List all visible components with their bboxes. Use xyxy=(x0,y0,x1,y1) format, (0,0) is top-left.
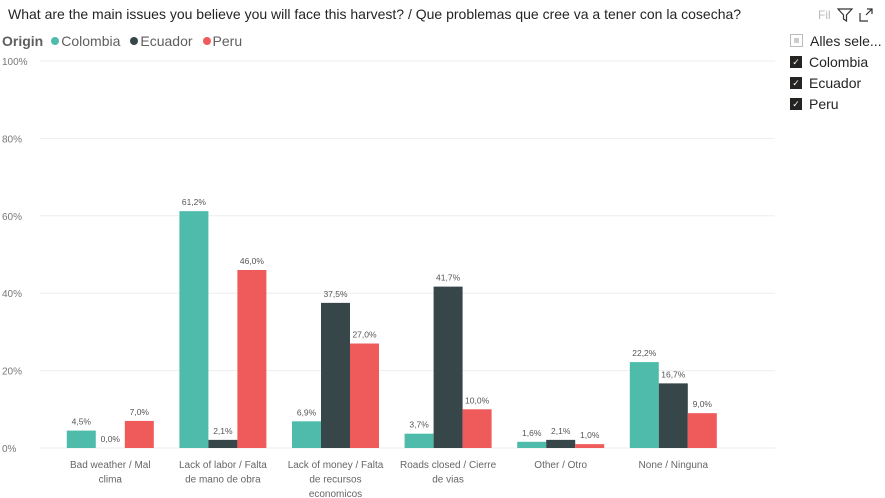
y-tick-label: 40% xyxy=(2,289,22,300)
data-label: 3,7% xyxy=(409,420,429,430)
legend: Origin Colombia Ecuador Peru xyxy=(2,33,248,49)
data-label: 4,5% xyxy=(72,417,92,427)
checkbox-checked-icon: ✓ xyxy=(790,97,802,110)
x-tick-label: clima xyxy=(99,475,123,486)
bar-peru[interactable] xyxy=(687,413,717,448)
filter-label: Fil xyxy=(818,8,831,22)
bar-colombia[interactable] xyxy=(629,362,659,448)
data-label: 7,0% xyxy=(130,407,150,417)
y-tick-label: 20% xyxy=(2,367,22,378)
legend-dot xyxy=(51,37,60,45)
data-label: 0,0% xyxy=(101,434,121,444)
bar-ecuador[interactable] xyxy=(208,439,238,448)
legend-dot xyxy=(202,37,211,45)
data-label: 22,2% xyxy=(632,348,657,358)
bar-ecuador[interactable] xyxy=(546,439,576,448)
x-tick-label: economicos xyxy=(309,489,362,498)
bar-colombia[interactable] xyxy=(179,211,209,448)
legend-item-peru[interactable]: Peru xyxy=(202,33,242,49)
bar-colombia[interactable] xyxy=(66,430,96,448)
bar-peru[interactable] xyxy=(462,409,492,448)
checkbox-checked-icon: ✓ xyxy=(790,76,802,89)
x-tick-label: Other / Otro xyxy=(534,460,587,471)
bar-ecuador[interactable] xyxy=(658,383,688,448)
legend-item-colombia[interactable]: Colombia xyxy=(51,33,120,49)
data-label: 37,5% xyxy=(323,289,348,299)
x-tick-label: Lack of money / Falta xyxy=(288,460,384,471)
data-label: 41,7% xyxy=(436,273,461,283)
data-label: 6,9% xyxy=(297,407,317,417)
y-tick-label: 100% xyxy=(2,57,28,68)
filter-icon[interactable] xyxy=(836,8,853,22)
x-tick-label: Bad weather / Mal xyxy=(70,460,151,471)
bar-ecuador[interactable] xyxy=(321,302,350,448)
country-slicer: Alles sele... ✓ Colombia ✓ Ecuador ✓ Peru xyxy=(790,30,885,114)
data-label: 2,1% xyxy=(213,426,233,436)
data-label: 46,0% xyxy=(240,256,265,266)
x-tick-label: Roads closed / Cierre xyxy=(400,460,497,471)
checkbox-checked-icon: ✓ xyxy=(790,55,802,68)
bar-peru[interactable] xyxy=(350,343,379,448)
slicer-item-select-all[interactable]: Alles sele... xyxy=(790,30,885,51)
data-label: 61,2% xyxy=(182,197,207,207)
y-tick-label: 80% xyxy=(2,134,22,145)
x-tick-label: None / Ninguna xyxy=(639,460,709,471)
legend-item-ecuador[interactable]: Ecuador xyxy=(130,33,193,49)
data-label: 16,7% xyxy=(661,369,686,379)
bar-peru[interactable] xyxy=(124,420,154,448)
legend-title: Origin xyxy=(2,33,44,49)
slicer-item-colombia[interactable]: ✓ Colombia xyxy=(790,51,885,72)
bar-colombia[interactable] xyxy=(517,441,547,448)
focus-mode-icon[interactable] xyxy=(859,8,873,22)
bar-colombia[interactable] xyxy=(292,421,321,448)
chart-title: What are the main issues you believe you… xyxy=(8,6,742,22)
visual-header: Fil xyxy=(818,8,873,22)
bar-colombia[interactable] xyxy=(404,433,434,448)
x-tick-label: Lack of labor / Falta xyxy=(179,460,267,471)
x-tick-label: de vias xyxy=(432,475,464,486)
data-label: 1,6% xyxy=(522,428,542,438)
checkbox-partial-icon xyxy=(790,34,803,47)
bar-ecuador[interactable] xyxy=(433,286,463,448)
data-label: 1,0% xyxy=(580,430,600,440)
bar-peru[interactable] xyxy=(575,444,605,448)
x-tick-label: de mano de obra xyxy=(185,475,261,486)
data-label: 2,1% xyxy=(551,426,571,436)
legend-dot xyxy=(130,37,139,45)
slicer-item-ecuador[interactable]: ✓ Ecuador xyxy=(790,72,885,93)
slicer-item-peru[interactable]: ✓ Peru xyxy=(790,93,885,114)
data-label: 10,0% xyxy=(465,395,490,405)
data-label: 9,0% xyxy=(693,399,713,409)
y-tick-label: 0% xyxy=(2,444,17,455)
data-label: 27,0% xyxy=(352,330,377,340)
x-tick-label: de recursos xyxy=(309,475,361,486)
y-tick-label: 60% xyxy=(2,212,22,223)
bar-peru[interactable] xyxy=(237,269,267,448)
